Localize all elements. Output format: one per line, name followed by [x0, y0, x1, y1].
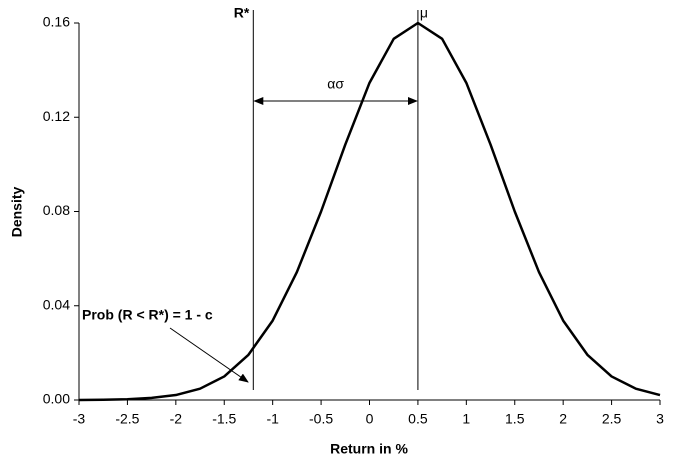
x-tick-label: 2	[559, 411, 567, 427]
y-tick-label: 0.00	[43, 391, 70, 407]
annotation: Prob (R < R*) = 1 - c	[82, 307, 213, 323]
reference-label: R*	[234, 5, 250, 21]
x-tick-label: -0.5	[309, 411, 333, 427]
y-tick-label: 0.04	[43, 296, 70, 312]
x-tick-label: 3	[656, 411, 664, 427]
x-tick-label: -1	[266, 411, 279, 427]
x-tick-label: 0.5	[408, 411, 428, 427]
y-tick-label: 0.16	[43, 14, 70, 30]
x-tick-label: -2	[170, 411, 183, 427]
span-label: ασ	[327, 76, 344, 92]
y-axis-label: Density	[9, 187, 25, 238]
x-axis-label: Return in %	[330, 441, 408, 457]
density-curve	[78, 21, 661, 402]
x-tick-label: -1.5	[212, 411, 236, 427]
x-tick-label: 1.5	[505, 411, 525, 427]
x-tick-label: 1	[462, 411, 470, 427]
y-tick-label: 0.12	[43, 108, 70, 124]
x-tick-label: 0	[366, 411, 374, 427]
annotation-arrow	[169, 327, 249, 383]
reference-label: μ	[420, 5, 428, 21]
x-tick-label: -3	[73, 411, 86, 427]
x-tick-label: -2.5	[115, 411, 139, 427]
x-tick-label: 2.5	[602, 411, 622, 427]
y-tick-label: 0.08	[43, 202, 70, 218]
